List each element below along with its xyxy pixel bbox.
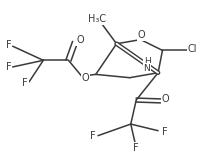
Text: F: F	[6, 62, 12, 72]
Text: N: N	[144, 64, 150, 73]
Text: F: F	[162, 127, 167, 137]
Text: Cl: Cl	[188, 44, 197, 54]
Text: F: F	[22, 78, 28, 88]
Text: O: O	[76, 35, 84, 45]
Text: F: F	[133, 143, 139, 153]
Text: O: O	[138, 30, 145, 40]
Text: H: H	[144, 57, 150, 66]
Text: O: O	[82, 73, 89, 83]
Text: F: F	[90, 131, 95, 141]
Text: F: F	[6, 40, 12, 50]
Text: H₃C: H₃C	[88, 14, 106, 24]
Text: O: O	[162, 94, 170, 104]
